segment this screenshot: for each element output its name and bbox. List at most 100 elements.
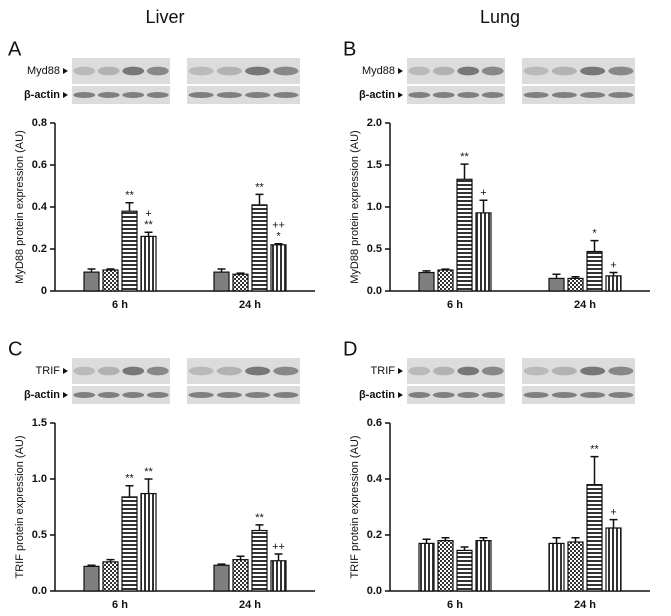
blot-arrow bbox=[398, 392, 403, 398]
bar bbox=[567, 277, 584, 292]
bar bbox=[102, 561, 119, 592]
x-tick-label: 24 h bbox=[574, 599, 596, 611]
error-bar bbox=[236, 555, 245, 560]
bar bbox=[140, 235, 157, 292]
blot-band bbox=[408, 66, 431, 76]
blot bbox=[522, 386, 635, 404]
y-tick-label: 0.2 bbox=[367, 529, 382, 541]
significance-mark: ** bbox=[255, 181, 264, 193]
error-bar bbox=[106, 558, 115, 562]
blot-band bbox=[273, 66, 299, 76]
panel-label: C bbox=[8, 338, 22, 360]
blot-band bbox=[457, 92, 480, 98]
y-tick-label: 0.4 bbox=[367, 473, 383, 485]
error-bar bbox=[422, 270, 431, 273]
error-bar bbox=[87, 268, 96, 273]
blot bbox=[187, 386, 300, 404]
blot-label: β-actin bbox=[359, 389, 395, 401]
error-bar bbox=[460, 163, 469, 180]
blot-band bbox=[523, 92, 549, 98]
blot-label: Myd88 bbox=[362, 65, 395, 77]
blot bbox=[407, 386, 505, 404]
significance-mark: ** bbox=[255, 512, 264, 524]
error-bar bbox=[590, 239, 599, 252]
bar bbox=[475, 212, 492, 292]
significance-mark: ++ bbox=[272, 220, 285, 232]
column-title: Liver bbox=[145, 7, 184, 27]
y-tick-label: 0 bbox=[41, 285, 47, 297]
y-tick-label: 1.0 bbox=[367, 201, 382, 213]
blot-band bbox=[122, 66, 145, 76]
error-bar bbox=[441, 537, 450, 541]
blot-band bbox=[457, 392, 480, 398]
bar bbox=[456, 549, 473, 592]
error-bar bbox=[255, 524, 264, 531]
y-tick-label: 0.0 bbox=[367, 285, 382, 297]
x-tick-label: 6 h bbox=[112, 299, 128, 311]
bar bbox=[213, 271, 230, 292]
blot-band bbox=[245, 392, 271, 398]
blot-band bbox=[608, 366, 634, 376]
blot-band bbox=[97, 392, 120, 398]
significance-mark: + bbox=[610, 507, 616, 519]
y-tick-label: 0.0 bbox=[32, 585, 47, 597]
error-bar bbox=[125, 484, 134, 497]
blot-band bbox=[432, 66, 455, 76]
bar bbox=[567, 541, 584, 592]
blot-label: TRIF bbox=[371, 365, 396, 377]
blot-band bbox=[146, 92, 169, 98]
blot-band bbox=[481, 392, 504, 398]
blot-band bbox=[188, 392, 214, 398]
x-tick-label: 6 h bbox=[447, 599, 463, 611]
blot-band bbox=[188, 92, 214, 98]
y-axis-label: TRIF protein expression (AU) bbox=[349, 435, 361, 578]
bar bbox=[548, 542, 565, 592]
bar bbox=[270, 244, 287, 292]
bar bbox=[213, 564, 230, 592]
significance-mark: ** bbox=[125, 190, 134, 202]
error-bar bbox=[571, 537, 580, 542]
error-bar bbox=[479, 537, 488, 541]
blot-band bbox=[146, 366, 169, 376]
blot-band bbox=[73, 366, 96, 376]
blot-band bbox=[408, 366, 431, 376]
blot-band bbox=[551, 66, 577, 76]
blot-band bbox=[188, 66, 214, 76]
y-axis-label: TRIF protein expression (AU) bbox=[14, 435, 26, 578]
significance-mark: ++ bbox=[272, 541, 285, 553]
panel-label: D bbox=[343, 338, 357, 360]
y-tick-label: 0.5 bbox=[367, 243, 382, 255]
error-bar bbox=[236, 272, 245, 275]
error-bar bbox=[609, 518, 618, 528]
blot-label: TRIF bbox=[36, 365, 61, 377]
blot-band bbox=[146, 392, 169, 398]
blot-label: β-actin bbox=[359, 89, 395, 101]
blot-label: Myd88 bbox=[27, 65, 60, 77]
blot-band bbox=[188, 366, 214, 376]
blot-band bbox=[73, 392, 96, 398]
blot-band bbox=[608, 392, 634, 398]
blot-arrow bbox=[63, 92, 68, 98]
error-bar bbox=[255, 193, 264, 205]
error-bar bbox=[552, 273, 561, 279]
error-bar bbox=[552, 537, 561, 544]
significance-mark: ** bbox=[125, 473, 134, 485]
x-tick-label: 24 h bbox=[239, 599, 261, 611]
blot-band bbox=[245, 366, 271, 376]
significance-mark: * bbox=[276, 231, 281, 243]
x-tick-label: 6 h bbox=[112, 599, 128, 611]
bar bbox=[140, 492, 157, 592]
y-tick-label: 0.6 bbox=[32, 159, 47, 171]
bar bbox=[437, 269, 454, 292]
blot-band bbox=[481, 366, 504, 376]
bar bbox=[418, 271, 435, 292]
blot-band bbox=[432, 392, 455, 398]
error-bar bbox=[144, 478, 153, 494]
blot-band bbox=[457, 66, 480, 76]
y-axis-label: MyD88 protein expression (AU) bbox=[14, 130, 26, 283]
error-bar bbox=[87, 564, 96, 567]
bar bbox=[437, 539, 454, 592]
blot bbox=[72, 86, 170, 104]
blot-band bbox=[273, 392, 299, 398]
